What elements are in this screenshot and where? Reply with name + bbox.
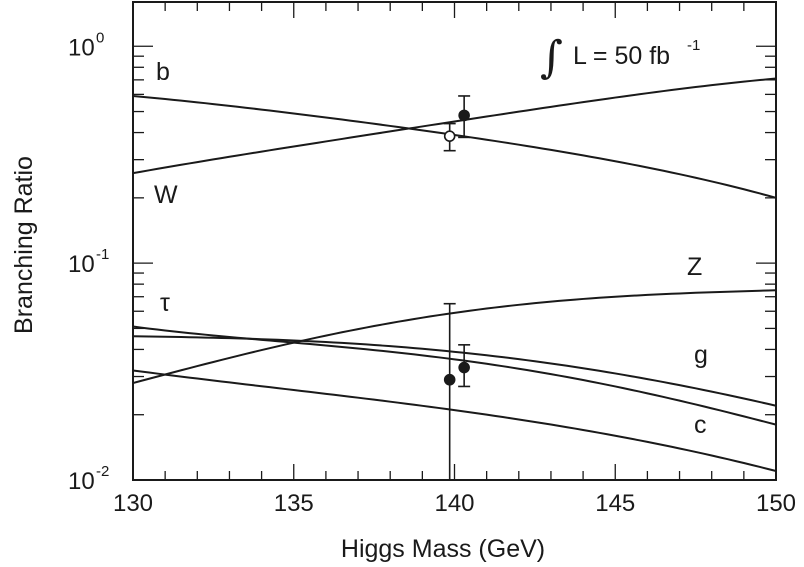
- x-tick-label: 130: [113, 490, 153, 517]
- y-tick-base: 10: [68, 251, 95, 278]
- y-tick-base: 10: [68, 468, 95, 495]
- x-tick-label: 145: [595, 490, 635, 517]
- measurement-0: [458, 95, 471, 139]
- y-tick-label: 10 0: [68, 29, 104, 61]
- measurement-2: [458, 344, 471, 388]
- luminosity-superscript: -1: [687, 37, 700, 54]
- curve-1: [132, 77, 777, 175]
- y-tick-exponent: -2: [96, 463, 109, 480]
- x-tick-label: 135: [274, 490, 314, 517]
- y-tick-exponent: 0: [96, 29, 104, 46]
- curve-5: [132, 369, 777, 472]
- curve-0: [132, 94, 777, 199]
- y-tick-label: 10 -1: [68, 246, 109, 278]
- data-point: [443, 373, 456, 386]
- series-label-g: g: [694, 341, 708, 369]
- x-tick-label: 140: [434, 490, 474, 517]
- series-label-w: W: [154, 181, 178, 209]
- measurement-1: [443, 122, 456, 152]
- data-point: [458, 361, 470, 374]
- plot-frame: [132, 1, 777, 481]
- series-label-z: Z: [687, 253, 702, 281]
- series-label-tau: τ: [160, 289, 170, 317]
- data-point: [443, 130, 456, 142]
- data-point: [458, 109, 470, 122]
- y-axis-title: Branching Ratio: [10, 156, 38, 334]
- curve-2: [132, 289, 777, 384]
- curve-4: [132, 335, 777, 407]
- integral-symbol: ∫: [540, 32, 563, 83]
- x-tick-label: 150: [756, 490, 796, 517]
- series-label-b: b: [156, 58, 170, 86]
- y-tick-label: 10 -2: [68, 463, 109, 495]
- y-tick-exponent: -1: [96, 246, 109, 263]
- luminosity-annotation: L = 50 fb: [573, 42, 670, 70]
- measurements-layer: [443, 95, 471, 480]
- measurement-3: [443, 302, 456, 480]
- series-label-c: c: [694, 411, 707, 439]
- curves-layer: [132, 77, 777, 472]
- y-tick-base: 10: [68, 34, 95, 61]
- x-axis-title: Higgs Mass (GeV): [341, 535, 545, 563]
